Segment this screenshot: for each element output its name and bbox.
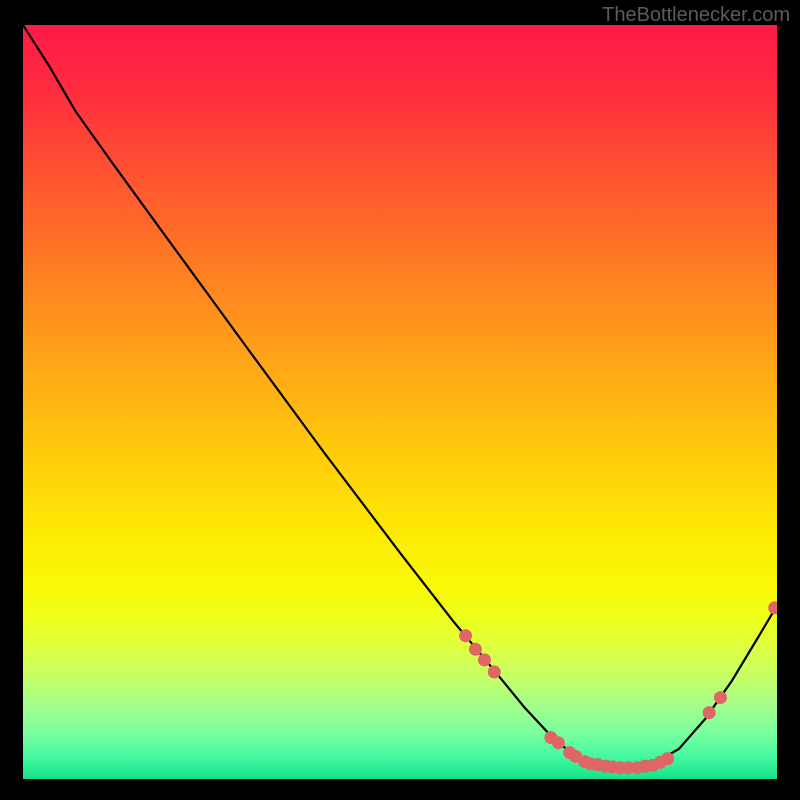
chart-overlay <box>23 25 777 779</box>
data-marker <box>478 653 491 666</box>
data-marker <box>714 691 727 704</box>
data-marker <box>661 752 674 765</box>
plot-area <box>23 25 777 779</box>
data-marker <box>488 665 501 678</box>
marker-group <box>459 601 777 774</box>
data-marker <box>768 601 777 614</box>
data-marker <box>552 736 565 749</box>
data-marker <box>703 706 716 719</box>
data-marker <box>459 629 472 642</box>
watermark-text: TheBottlenecker.com <box>602 4 790 27</box>
data-marker <box>469 643 482 656</box>
bottleneck-curve <box>23 25 777 768</box>
